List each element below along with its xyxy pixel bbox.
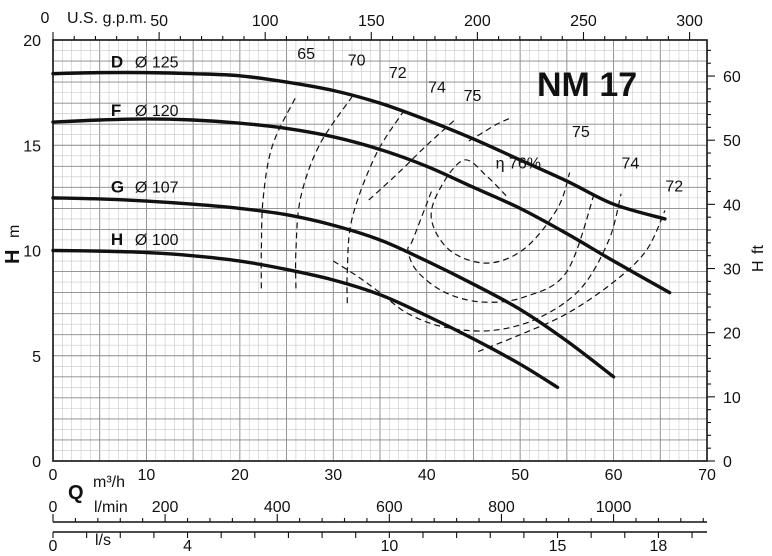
x-tick-label: 60 — [605, 467, 623, 484]
x-tick-label: 20 — [231, 467, 249, 484]
pump-curve-D — [51, 70, 667, 221]
axes — [52, 32, 715, 538]
y-left-unit: m — [6, 225, 23, 238]
efficiency-label: 72 — [389, 65, 407, 82]
curve-name-label: G — [111, 178, 124, 197]
x-axis-unit: m³/h — [93, 474, 125, 491]
plot-frame — [52, 39, 708, 462]
curve-diameter-label: Ø 120 — [135, 103, 179, 120]
y-right-tick-label: 10 — [723, 390, 741, 407]
y-left-tick-label: 5 — [32, 349, 41, 366]
y-right-tick-label: 20 — [723, 326, 741, 343]
x-tick-label: 10 — [138, 467, 156, 484]
efficiency-label: 65 — [297, 46, 315, 63]
lmin-tick-label: 400 — [264, 499, 291, 516]
y-right-tick-label: 60 — [723, 69, 741, 86]
pump-curve-H — [51, 248, 560, 390]
efficiency-label: 74 — [428, 80, 446, 97]
efficiency-curve-74 — [368, 119, 456, 201]
y-right-tick-label: 40 — [723, 197, 741, 214]
gpm-tick-label: 50 — [150, 13, 168, 30]
ls-tick-label: 0 — [49, 538, 58, 555]
x-tick-label: 0 — [49, 467, 58, 484]
y-right-tick-label: 50 — [723, 133, 741, 150]
y-right-tick-label: 0 — [723, 454, 732, 471]
ls-tick-label: 15 — [549, 538, 567, 555]
y-left-tick-label: 20 — [23, 33, 41, 50]
efficiency-curve-70 — [294, 96, 353, 289]
y-left-tick-label: 15 — [23, 138, 41, 155]
efficiency-label: 75 — [464, 88, 482, 105]
gpm-tick-label: 150 — [358, 13, 385, 30]
efficiency-curve-72 — [477, 210, 666, 353]
x-tick-label: 40 — [418, 467, 436, 484]
gpm-axis-label: U.S. g.p.m. — [67, 10, 147, 27]
chart-title: NM 17 — [537, 66, 637, 104]
lmin-unit: l/min — [94, 499, 128, 516]
pump-curves: D Ø 125 F Ø 120 G Ø 107 H Ø 100 — [51, 52, 672, 390]
efficiency-label: 74 — [621, 155, 639, 172]
y-right-tick-label: 30 — [723, 262, 741, 279]
gpm-tick-label: 0 — [41, 10, 50, 27]
curve-diameter-label: Ø 100 — [135, 232, 179, 249]
curve-name-label: H — [111, 230, 123, 249]
x-axis-label: Q — [68, 482, 84, 504]
ls-tick-label: 4 — [183, 538, 192, 555]
x-tick-label: 50 — [511, 467, 529, 484]
ls-tick-label: 18 — [650, 538, 668, 555]
y-left-tick-label: 0 — [32, 454, 41, 471]
curve-diameter-label: Ø 107 — [135, 180, 179, 197]
efficiency-curve-76% — [430, 159, 571, 264]
curve-name-label: D — [111, 52, 123, 71]
y-right-label: H — [750, 260, 767, 272]
gpm-tick-label: 200 — [464, 13, 491, 30]
x-tick-label: 30 — [324, 467, 342, 484]
efficiency-contours: 65 70 72 74 75 η 76% 75 74 72 — [260, 46, 683, 353]
ls-tick-label: 10 — [380, 538, 398, 555]
lmin-tick-label: 200 — [152, 499, 179, 516]
gpm-tick-label: 100 — [252, 13, 279, 30]
x-tick-label: 70 — [698, 467, 716, 484]
efficiency-label: 75 — [572, 124, 590, 141]
lmin-tick-label: 1000 — [596, 499, 632, 516]
y-right-unit: ft — [750, 245, 767, 254]
lmin-tick-label: 0 — [49, 499, 58, 516]
curve-name-label: F — [111, 101, 121, 120]
lmin-tick-label: 800 — [488, 499, 515, 516]
gpm-tick-label: 300 — [676, 13, 703, 30]
efficiency-label: η 76% — [496, 155, 541, 172]
y-left-tick-label: 10 — [23, 244, 41, 261]
gpm-tick-label: 250 — [570, 13, 597, 30]
pump-curve-G — [51, 196, 616, 379]
grid — [53, 40, 707, 461]
efficiency-label: 70 — [348, 52, 366, 69]
efficiency-curve-75 — [407, 191, 596, 303]
curve-diameter-label: Ø 125 — [135, 54, 179, 71]
efficiency-label: 72 — [665, 179, 683, 196]
y-left-label: H — [2, 250, 24, 264]
efficiency-curve-75 — [468, 117, 512, 142]
pump-curve-F — [51, 117, 672, 295]
ls-unit: l/s — [95, 532, 111, 549]
lmin-tick-label: 600 — [376, 499, 403, 516]
efficiency-curve-74 — [332, 193, 622, 332]
